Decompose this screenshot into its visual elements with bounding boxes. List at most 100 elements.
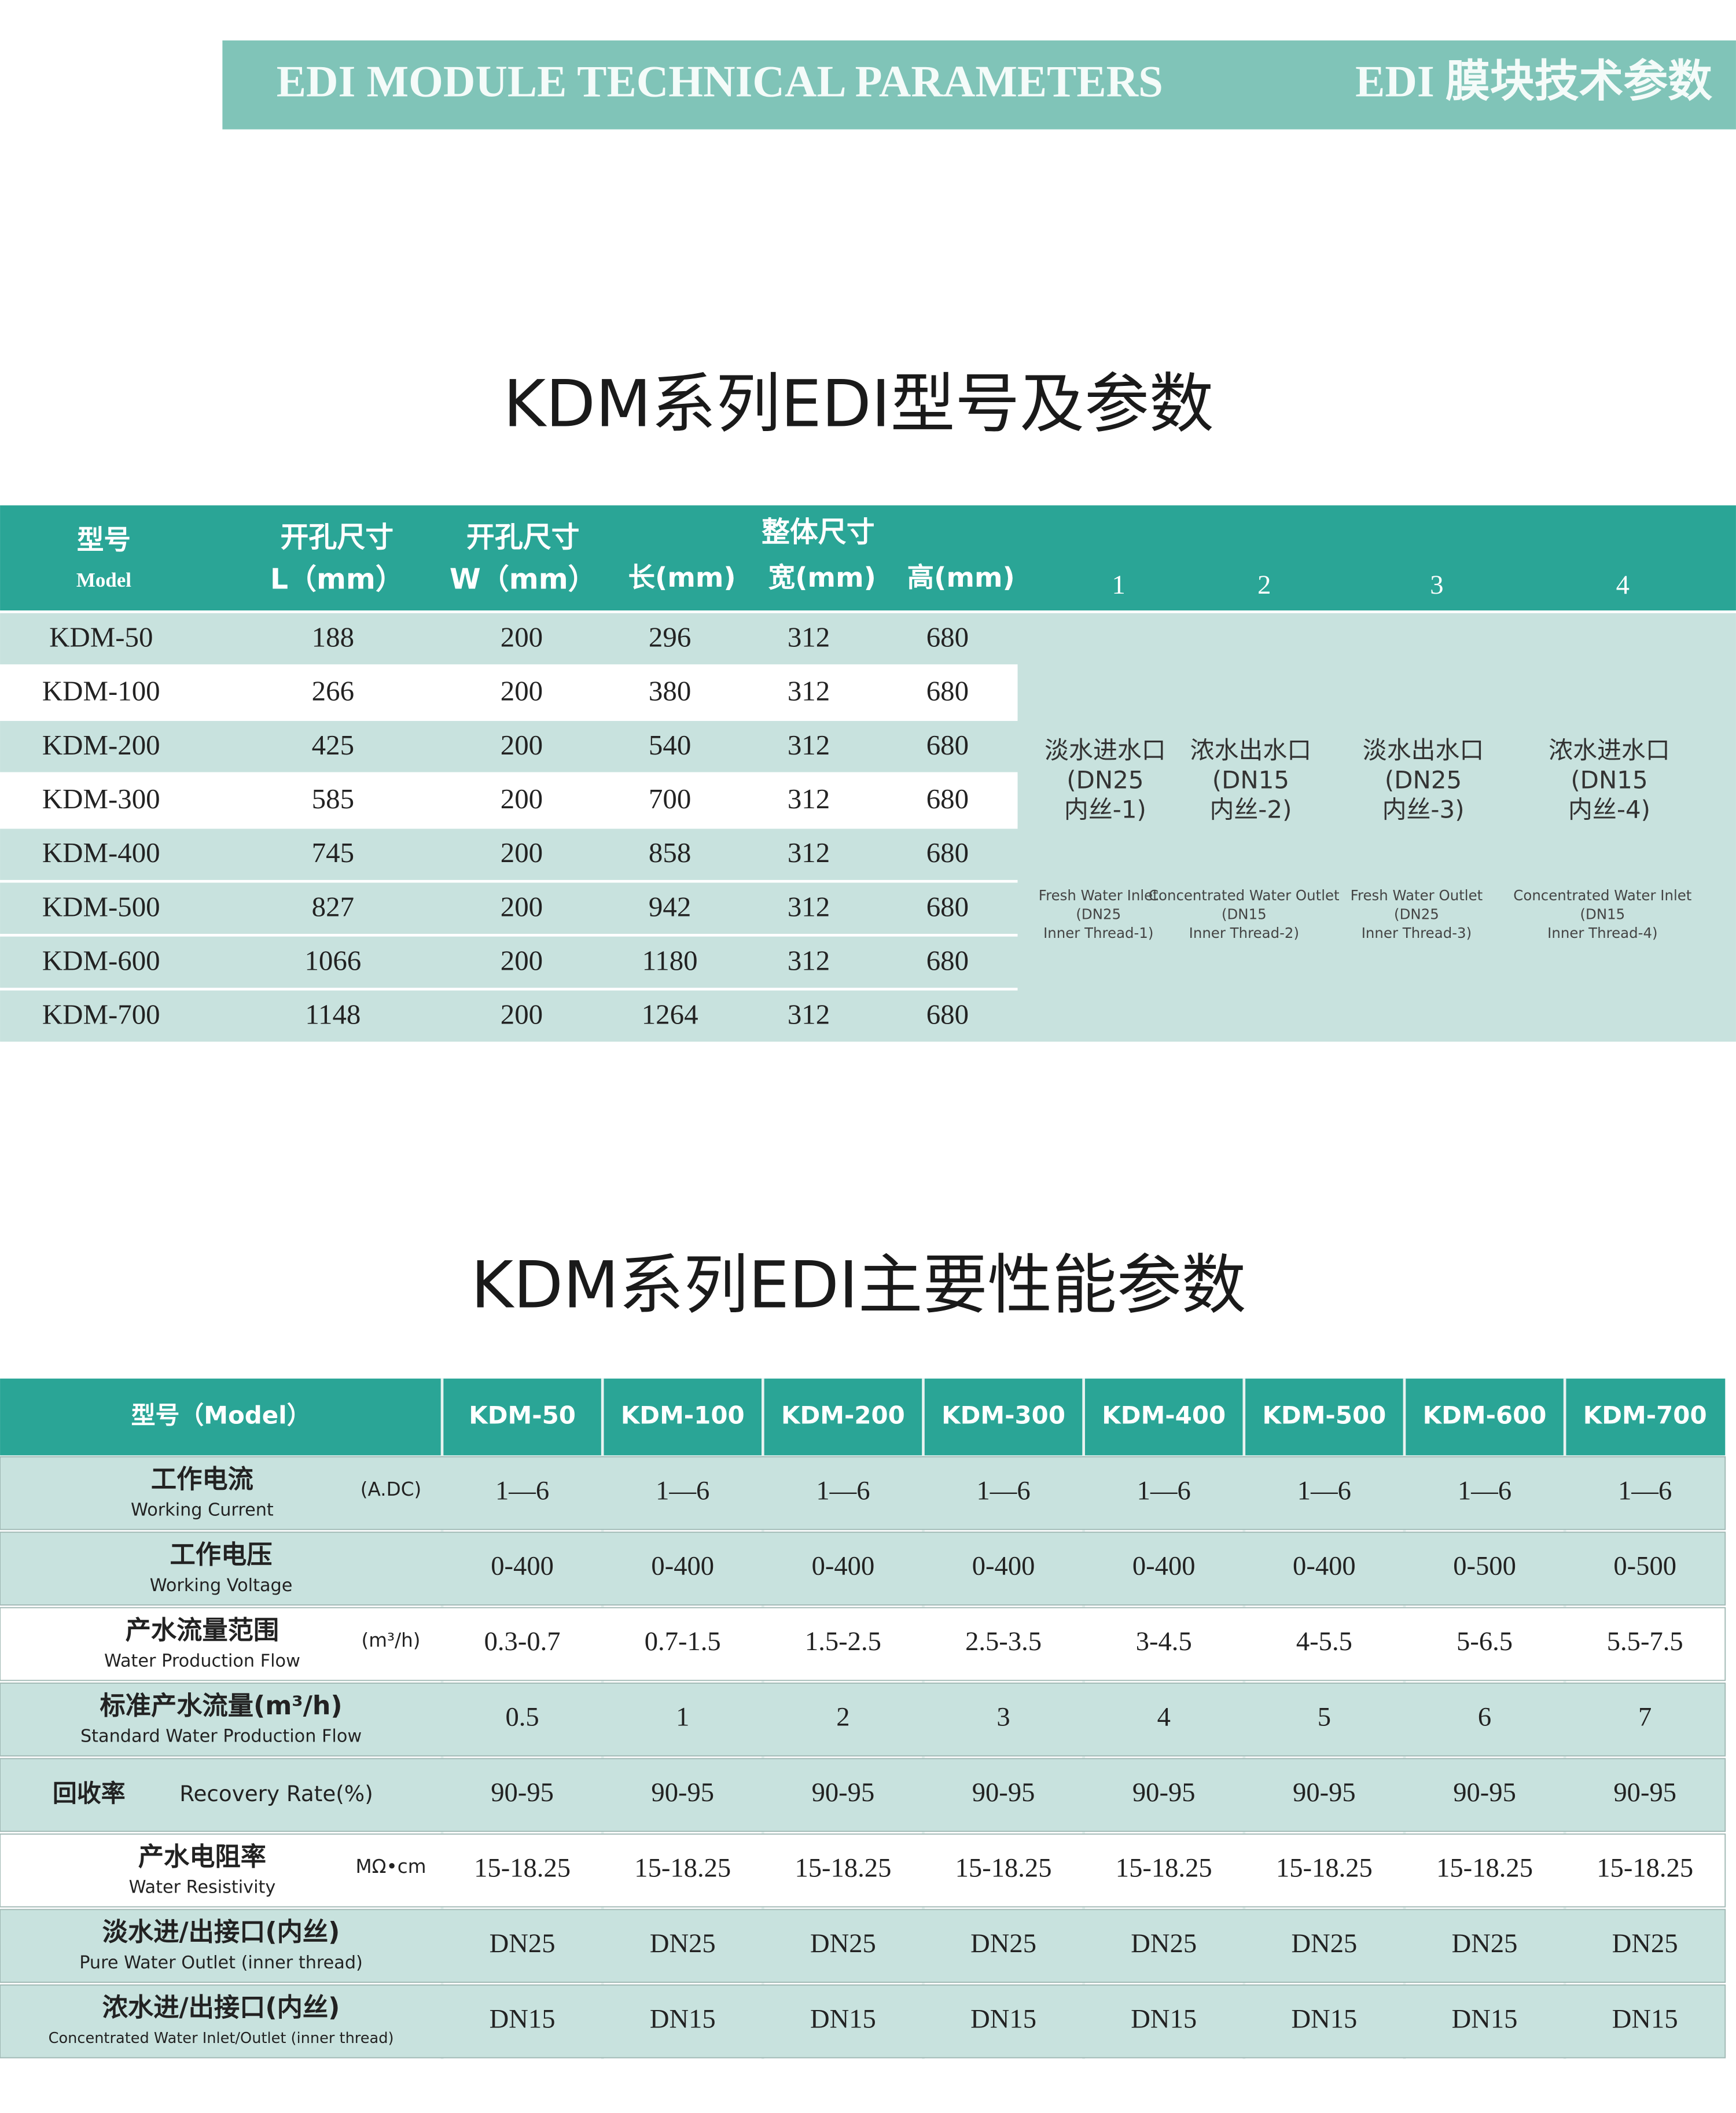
table2-cell: 4 (1157, 1702, 1171, 1732)
table2-cell: 0-400 (972, 1551, 1035, 1581)
table2-cell: 90-95 (1453, 1777, 1516, 1808)
table1-cell: 942 (649, 890, 691, 922)
port-label-en: (DN15 (1222, 905, 1267, 922)
port-label-en: Concentrated Water Outlet (1149, 887, 1340, 904)
table1-cell: 200 (501, 621, 543, 653)
row-label-en: Pure Water Outlet (inner thread) (79, 1953, 363, 1973)
header-cell: 型号 (77, 524, 131, 555)
table1-cell: 425 (312, 729, 354, 761)
table1-cell: 200 (501, 999, 543, 1030)
table2-cell: 0-400 (812, 1551, 875, 1581)
table2-cell: 1—6 (1297, 1475, 1351, 1505)
table2-cell: DN15 (810, 2004, 876, 2034)
row-label-en: Standard Water Production Flow (80, 1727, 362, 1747)
table2-cell: 1.5-2.5 (805, 1626, 881, 1656)
table1-cell: 312 (788, 945, 830, 977)
table2-cell: 0-400 (1132, 1551, 1196, 1581)
header-cell: 2 (1257, 570, 1271, 600)
table2-cell: 15-18.25 (1436, 1853, 1533, 1883)
header-cell: KDM-400 (1102, 1401, 1226, 1430)
port-label-en: (DN25 (1394, 905, 1439, 922)
table2-cell: 1—6 (1458, 1475, 1511, 1505)
table1-cell: 200 (501, 729, 543, 761)
table1-row-bg (0, 936, 1018, 988)
table2-cell: 90-95 (812, 1777, 875, 1808)
table2-cell: 4-5.5 (1296, 1626, 1352, 1656)
table1-cell: 1148 (305, 999, 361, 1030)
row-label-cn: 浓水进/出接口(内丝) (102, 1993, 340, 2023)
table2-cell: 15-18.25 (795, 1853, 891, 1883)
table2-cell: 1—6 (1137, 1475, 1191, 1505)
table1-cell: KDM-200 (42, 729, 160, 761)
header-cell: KDM-500 (1262, 1401, 1386, 1430)
table1-row-bg (0, 721, 1018, 772)
port-label-cn: (DN25 (1066, 765, 1143, 794)
table2-cell: 15-18.25 (1116, 1853, 1212, 1883)
table1-cell: 680 (926, 621, 969, 653)
table1-cell: 200 (501, 837, 543, 868)
table2-cell: DN25 (1452, 1928, 1518, 1959)
table2-cell: 90-95 (972, 1777, 1035, 1808)
table2-cell: 1—6 (976, 1475, 1030, 1505)
header-cell: Model (76, 569, 131, 591)
table1-cell: 700 (649, 783, 691, 815)
port-label-cn: (DN15 (1212, 765, 1289, 794)
table1-cell: 680 (926, 729, 969, 761)
table1-cell: 312 (788, 621, 830, 653)
port-label-cn: 内丝-1) (1064, 796, 1146, 824)
row-label-en: Recovery Rate(%) (179, 1781, 373, 1806)
table2-cell: 7 (1638, 1702, 1652, 1732)
table1-row-bg (0, 613, 1018, 665)
table2-cell: 1 (676, 1702, 689, 1732)
header-title-en: EDI MODULE TECHNICAL PARAMETERS (277, 57, 1163, 106)
port-label-en: Fresh Water Outlet (1351, 887, 1483, 904)
port-label-en: Inner Thread-2) (1189, 925, 1299, 941)
table2-row-bg (0, 1909, 1726, 1983)
table2-cell: 15-18.25 (1276, 1853, 1373, 1883)
table1-cell: 266 (312, 675, 354, 707)
row-label-en: Working Voltage (150, 1575, 293, 1596)
row-unit: (A.DC) (361, 1478, 421, 1500)
table1-cell: 745 (312, 837, 354, 868)
table1-cell: 858 (649, 837, 691, 868)
table1-cell: KDM-400 (42, 837, 160, 868)
table2-cell: 3 (996, 1702, 1010, 1732)
port-label-en: Fresh Water Inlet (1039, 887, 1158, 904)
table2-cell: 5.5-7.5 (1607, 1626, 1683, 1656)
table1-row-bg (0, 829, 1018, 880)
row-unit: (m³/h) (362, 1629, 421, 1651)
table2-row-bg (0, 1758, 1726, 1832)
table2-cell: DN15 (1612, 2004, 1678, 2034)
table2-cell: DN25 (970, 1928, 1036, 1959)
table1-cell: 540 (649, 729, 691, 761)
header-cell: 4 (1616, 570, 1630, 600)
table1-cell: 680 (926, 890, 969, 922)
header-cell: KDM-100 (621, 1401, 745, 1430)
table1-cell: 680 (926, 675, 969, 707)
table2-row-bg (0, 1532, 1726, 1606)
table2-cell: DN25 (1131, 1928, 1197, 1959)
table2-cell: 6 (1478, 1702, 1491, 1732)
table2-cell: 15-18.25 (1597, 1853, 1693, 1883)
table2-cell: 2 (836, 1702, 849, 1732)
table2-cell: 0-500 (1453, 1551, 1516, 1581)
table2-cell: 1—6 (1618, 1475, 1672, 1505)
row-unit: MΩ•cm (356, 1856, 426, 1878)
port-label-cn: 内丝-2) (1209, 796, 1292, 824)
port-label-en: Inner Thread-4) (1547, 925, 1657, 941)
row-label-cn: 标准产水流量(m³/h) (100, 1691, 342, 1721)
table2-cell: DN25 (650, 1928, 716, 1959)
table2-title: KDM系列EDI主要性能参数 (471, 1248, 1246, 1323)
port-label-en: Inner Thread-1) (1043, 925, 1153, 941)
header-cell: 开孔尺寸 (466, 521, 580, 554)
table2-cell: 5-6.5 (1457, 1626, 1513, 1656)
row-label-en: Working Current (131, 1500, 274, 1520)
header-cell: KDM-700 (1583, 1401, 1707, 1430)
table2-cell: 90-95 (1132, 1777, 1196, 1808)
table2-cell: DN15 (1291, 2004, 1357, 2034)
table1-cell: 312 (788, 729, 830, 761)
table2-cell: DN25 (810, 1928, 876, 1959)
table1-cell: 312 (788, 837, 830, 868)
table1-cell: 680 (926, 945, 969, 977)
